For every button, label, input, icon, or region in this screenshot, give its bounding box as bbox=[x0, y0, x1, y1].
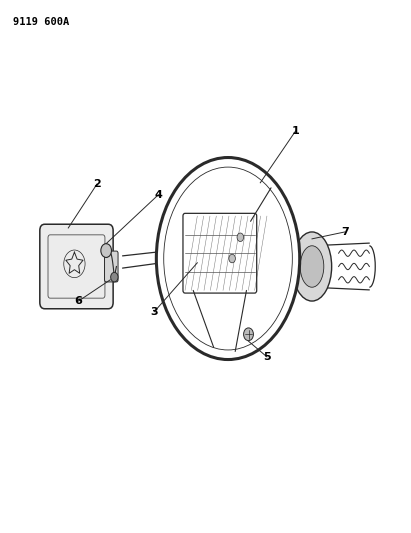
Ellipse shape bbox=[292, 232, 332, 301]
Ellipse shape bbox=[156, 158, 300, 360]
FancyBboxPatch shape bbox=[104, 251, 118, 282]
Text: 4: 4 bbox=[155, 190, 162, 200]
Circle shape bbox=[111, 272, 118, 282]
Text: 7: 7 bbox=[341, 227, 349, 237]
Circle shape bbox=[237, 233, 244, 241]
Text: 1: 1 bbox=[292, 126, 300, 136]
Text: 2: 2 bbox=[93, 179, 101, 189]
FancyBboxPatch shape bbox=[185, 216, 255, 290]
Ellipse shape bbox=[300, 246, 324, 287]
Circle shape bbox=[101, 244, 111, 257]
Text: 6: 6 bbox=[74, 296, 83, 306]
Text: 5: 5 bbox=[263, 352, 271, 362]
Circle shape bbox=[229, 254, 236, 263]
FancyBboxPatch shape bbox=[40, 224, 113, 309]
Text: 9119 600A: 9119 600A bbox=[13, 17, 69, 27]
Text: 3: 3 bbox=[150, 306, 158, 317]
Circle shape bbox=[244, 328, 254, 341]
